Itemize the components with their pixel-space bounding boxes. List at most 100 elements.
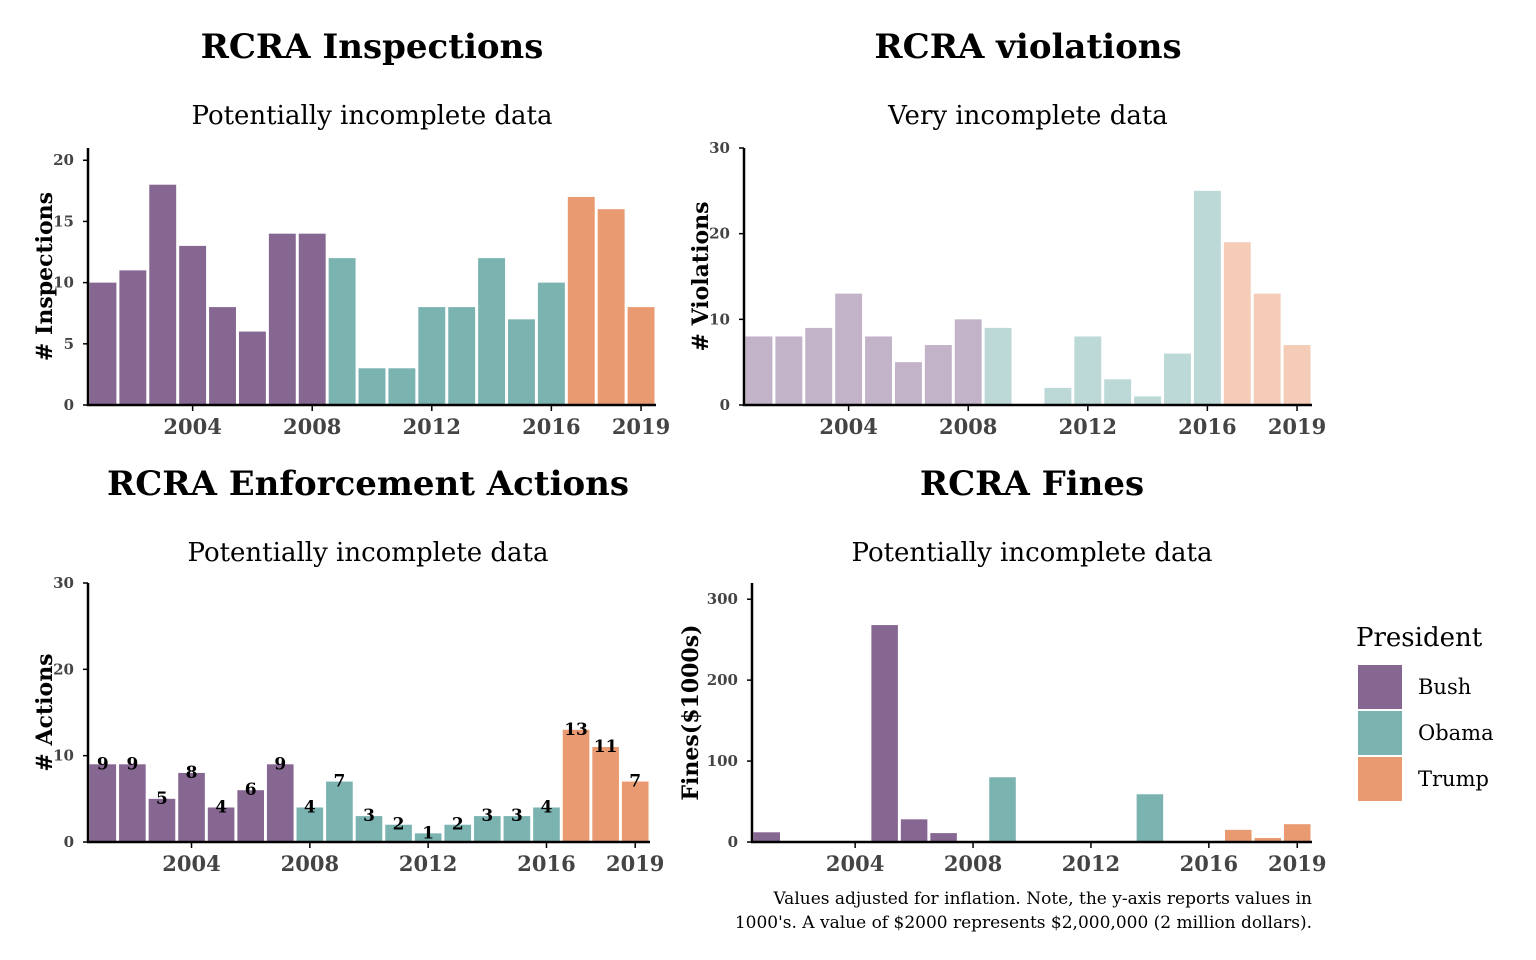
data-label-2009: 7	[333, 772, 345, 792]
y-tick-label: 300	[707, 590, 738, 608]
bar-2009	[326, 781, 353, 842]
x-tick-label: 2008	[944, 851, 1002, 876]
chart-title: RCRA Enforcement Actions	[107, 464, 629, 504]
bar-2005	[871, 625, 898, 842]
bar-2018	[592, 747, 619, 842]
x-tick-label: 2004	[826, 851, 884, 876]
data-label-2015: 3	[511, 806, 523, 826]
bar-2003	[148, 798, 176, 842]
bar-2007	[930, 833, 957, 842]
note-line: 1000's. A value of $2000 represents $2,0…	[735, 913, 1312, 933]
y-tick-label: 15	[53, 212, 74, 230]
bar-2018	[1254, 837, 1282, 842]
x-tick-label: 2004	[162, 851, 220, 876]
bar-2017	[562, 729, 590, 842]
bar-2005	[865, 336, 892, 405]
bar-2010	[355, 816, 383, 842]
x-tick-label: 2012	[399, 851, 457, 876]
bar-2007	[268, 233, 296, 405]
bar-2012	[1074, 336, 1102, 405]
bar-2005	[209, 307, 236, 405]
y-tick-label: 10	[53, 274, 74, 292]
bar-2004	[835, 293, 863, 405]
x-tick-label: 2016	[517, 851, 575, 876]
data-label-2013: 2	[452, 815, 464, 835]
bar-2008	[954, 319, 982, 405]
x-tick-label: 2012	[403, 414, 461, 439]
bar-2012	[414, 833, 442, 842]
bar-2008	[296, 807, 324, 842]
y-tick-label: 0	[720, 396, 730, 414]
bar-2009	[989, 777, 1016, 842]
legend-swatch-obama	[1358, 711, 1402, 755]
bar-2001	[753, 832, 780, 842]
chart-subtitle: Very incomplete data	[887, 101, 1168, 131]
x-tick-label: 2016	[1178, 414, 1236, 439]
bar-2004	[179, 245, 207, 405]
bar-2014	[1136, 794, 1164, 842]
note-line: Values adjusted for inflation. Note, the…	[772, 889, 1312, 909]
bar-2006	[237, 790, 264, 842]
bar-2012	[418, 307, 446, 405]
data-label-2016: 4	[541, 797, 553, 817]
bar-2001	[89, 764, 117, 842]
legend: President Bush Obama Trump	[1356, 623, 1494, 801]
bar-2019	[621, 781, 649, 842]
chart-panel-3: RCRA Enforcement Actions Potentially inco…	[32, 464, 664, 876]
x-tick-label: 2019	[1268, 851, 1326, 876]
chart-panel-2: RCRA violations Very incomplete data 0 10 20…	[688, 27, 1326, 439]
bar-2011	[385, 824, 412, 842]
legend-label-obama: Obama	[1418, 721, 1494, 745]
x-tick-label: 2016	[1180, 851, 1238, 876]
y-tick-label: 30	[709, 139, 730, 157]
x-tick-label: 2004	[819, 414, 877, 439]
chart-panel-1: RCRA Inspections Potentially incomplete d…	[32, 27, 670, 439]
bar-2019	[627, 307, 655, 405]
bar-2019	[1283, 345, 1311, 405]
data-label-2007: 9	[274, 754, 286, 774]
data-label-2011: 2	[393, 815, 405, 835]
bar-2017	[1223, 242, 1251, 405]
bar-2013	[448, 307, 476, 405]
x-tick-label: 2008	[939, 414, 997, 439]
bar-2011	[1044, 387, 1072, 405]
y-tick-label: 10	[709, 310, 730, 328]
bar-2017	[1225, 829, 1252, 842]
y-tick-label: 100	[707, 752, 738, 770]
x-tick-label: 2019	[606, 851, 664, 876]
bar-2018	[597, 209, 625, 405]
data-label-2008: 4	[304, 797, 316, 817]
y-tick-label: 20	[53, 151, 74, 169]
bar-2002	[119, 270, 147, 405]
x-tick-label: 2008	[281, 851, 339, 876]
bar-2009	[984, 327, 1012, 405]
bar-2007	[266, 764, 294, 842]
chart-title: RCRA violations	[874, 27, 1181, 67]
chart-title: RCRA Fines	[920, 464, 1144, 504]
bar-2003	[149, 184, 177, 405]
y-tick-label: 0	[64, 396, 74, 414]
bar-2002	[775, 336, 803, 405]
bar-2011	[388, 368, 416, 405]
bar-2015	[508, 319, 535, 405]
inflation-note: Values adjusted for inflation. Note, the…	[735, 889, 1312, 933]
data-label-2006: 6	[245, 780, 257, 800]
legend-swatch-bush	[1358, 665, 1402, 709]
data-label-2018: 11	[594, 737, 618, 757]
bar-2001	[89, 282, 117, 405]
bar-2019	[1284, 824, 1311, 842]
bar-2013	[1104, 379, 1132, 405]
bar-2001	[745, 336, 773, 405]
bar-2004	[178, 772, 205, 842]
bar-2015	[503, 816, 531, 842]
bar-2002	[119, 764, 146, 842]
y-axis-label: # Inspections	[32, 192, 58, 361]
y-tick-label: 0	[728, 833, 738, 851]
bar-2016	[537, 282, 565, 405]
chart-subtitle: Potentially incomplete data	[192, 101, 553, 131]
bar-2014	[478, 258, 506, 405]
data-label-2002: 9	[126, 754, 138, 774]
bar-2005	[207, 807, 235, 842]
x-tick-label: 2012	[1059, 414, 1117, 439]
